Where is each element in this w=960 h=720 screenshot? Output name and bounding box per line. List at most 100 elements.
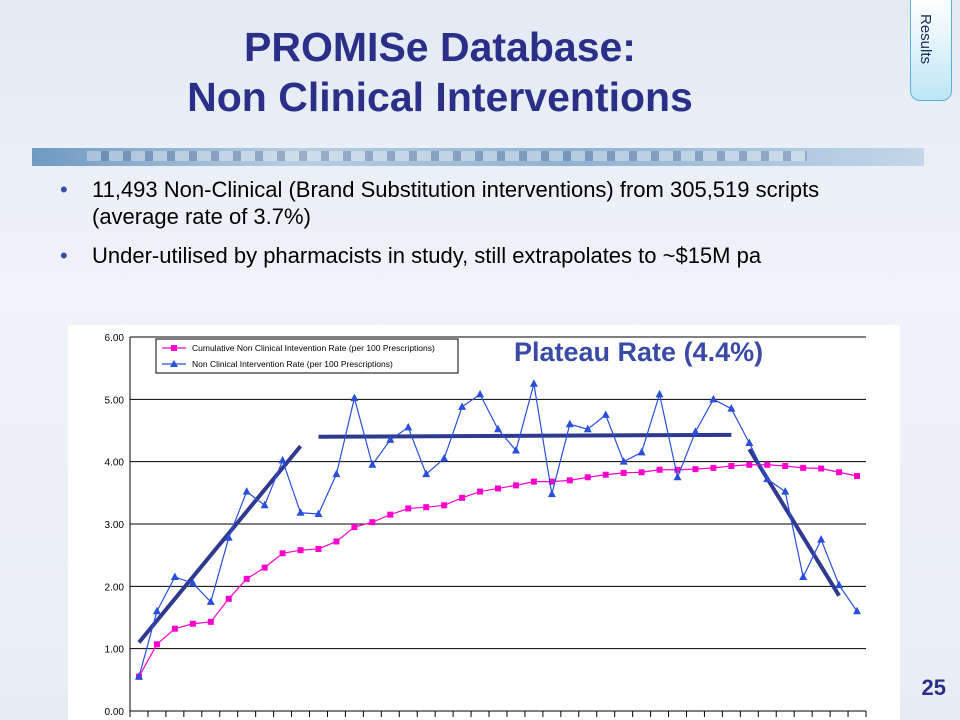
cumulative-rate-point bbox=[656, 466, 663, 473]
cumulative-rate-point bbox=[710, 464, 717, 471]
results-tab-label: Results bbox=[917, 14, 934, 65]
cumulative-rate-point bbox=[189, 620, 196, 627]
y-tick-label: 1.00 bbox=[105, 645, 125, 656]
intervention-rate-point bbox=[350, 393, 359, 402]
cumulative-rate-point bbox=[638, 469, 645, 476]
cumulative-rate-point bbox=[728, 463, 735, 470]
cumulative-rate-point bbox=[584, 474, 591, 481]
cumulative-rate-point bbox=[495, 485, 501, 492]
trend-line bbox=[137, 444, 303, 644]
intervention-rate-point bbox=[763, 474, 772, 483]
intervention-rate-point bbox=[547, 489, 556, 498]
intervention-rate-point bbox=[727, 404, 736, 412]
cumulative-rate-point bbox=[351, 524, 358, 531]
cumulative-rate-point bbox=[800, 464, 807, 471]
chart-svg: 0.00 1.00 2.00 3.00 4.00 5.00 6.00 Cumulative N… bbox=[105, 333, 867, 718]
intervention-rate-point bbox=[458, 402, 467, 410]
cumulative-rate-point bbox=[261, 564, 268, 571]
title-line-2: Non Clinical Interventions bbox=[187, 74, 693, 120]
page-number: 25 bbox=[921, 675, 946, 700]
intervention-rate-point bbox=[709, 394, 718, 403]
y-tick-label: 6.00 bbox=[105, 333, 125, 344]
y-tick-label: 3.00 bbox=[105, 520, 125, 531]
legend-label: Non Clinical Intervention Rate (per 100 … bbox=[192, 359, 393, 369]
cumulative-rate-point bbox=[333, 538, 340, 545]
cumulative-rate-point bbox=[279, 550, 286, 557]
legend-marker bbox=[170, 360, 178, 367]
bullet-item: Under-utilised by pharmacists in study, … bbox=[60, 242, 880, 269]
intervention-rate-point bbox=[404, 422, 413, 431]
intervention-rate-point bbox=[619, 457, 628, 465]
cumulative-rate-point bbox=[459, 494, 466, 501]
title-line-1: PROMISe Database: bbox=[244, 24, 636, 70]
cumulative-rate-point bbox=[441, 502, 448, 509]
cumulative-rate-point bbox=[530, 478, 537, 485]
intervention-rate-point bbox=[152, 606, 161, 615]
cumulative-rate-line bbox=[138, 464, 858, 678]
intervention-rate-point bbox=[583, 424, 592, 433]
cumulative-rate-point bbox=[836, 469, 843, 476]
intervention-rate-point bbox=[673, 472, 682, 481]
results-tab[interactable]: Results bbox=[910, 0, 952, 101]
cumulative-rate-point bbox=[620, 469, 627, 476]
cumulative-rate-point bbox=[782, 463, 789, 470]
y-tick-label: 4.00 bbox=[105, 458, 125, 469]
intervention-rate-point bbox=[296, 508, 305, 516]
intervention-rate-point bbox=[691, 427, 700, 435]
y-tick-label: 0.00 bbox=[105, 707, 125, 718]
cumulative-rate-point bbox=[387, 511, 394, 518]
intervention-rate-chart: 0.00 1.00 2.00 3.00 4.00 5.00 6.00 Cumulative N… bbox=[68, 325, 900, 720]
intervention-rate-point bbox=[601, 410, 610, 418]
intervention-rate-point bbox=[440, 454, 449, 462]
cumulative-rate-point bbox=[207, 618, 214, 625]
cumulative-rate-point bbox=[405, 505, 412, 512]
cumulative-rate-point bbox=[818, 465, 825, 472]
intervention-rate-point bbox=[799, 572, 808, 580]
cumulative-rate-point bbox=[153, 641, 160, 648]
intervention-rate-point bbox=[511, 445, 520, 454]
cumulative-rate-point bbox=[746, 461, 753, 468]
legend-marker bbox=[171, 345, 177, 351]
intervention-rate-point bbox=[314, 509, 323, 518]
intervention-rate-point bbox=[206, 597, 215, 605]
cumulative-rate-point bbox=[602, 471, 609, 478]
plateau-rate-annotation: Plateau Rate (4.4%) bbox=[514, 337, 764, 367]
cumulative-rate-point bbox=[692, 466, 699, 473]
cumulative-rate-point bbox=[315, 545, 322, 552]
y-tick-label: 2.00 bbox=[105, 582, 125, 593]
bullet-list: 11,493 Non-Clinical (Brand Substitution … bbox=[60, 176, 880, 281]
intervention-rate-point bbox=[745, 438, 754, 446]
intervention-rate-point bbox=[835, 580, 844, 589]
intervention-rate-point bbox=[494, 424, 502, 433]
cumulative-rate-point bbox=[297, 547, 304, 554]
cumulative-rate-point bbox=[369, 519, 376, 526]
intervention-rate-point bbox=[188, 578, 197, 587]
intervention-rate-point bbox=[853, 606, 862, 615]
y-tick-label: 5.00 bbox=[105, 395, 125, 406]
cumulative-rate-point bbox=[512, 482, 519, 489]
intervention-rate-point bbox=[368, 460, 377, 468]
cumulative-rate-point bbox=[674, 466, 681, 473]
cumulative-rate-point bbox=[171, 625, 178, 632]
intervention-rate-point bbox=[386, 435, 395, 443]
legend-box bbox=[155, 338, 459, 374]
cumulative-rate-point bbox=[477, 488, 484, 495]
intervention-rate-point bbox=[637, 447, 646, 456]
intervention-rate-point bbox=[242, 487, 251, 495]
cumulative-rate-point bbox=[548, 478, 555, 485]
intervention-rate-point bbox=[332, 469, 341, 478]
cumulative-rate-point bbox=[225, 595, 232, 602]
intervention-rate-point bbox=[260, 500, 269, 509]
intervention-rate-point bbox=[655, 389, 664, 398]
cumulative-rate-point bbox=[423, 504, 430, 511]
promise-banner bbox=[32, 148, 924, 166]
intervention-rate-point bbox=[781, 487, 790, 495]
cumulative-rate-point bbox=[243, 575, 250, 582]
intervention-rate-point bbox=[134, 672, 143, 680]
page-title: PROMISe Database: Non Clinical Intervent… bbox=[60, 22, 820, 122]
trend-line bbox=[318, 432, 732, 439]
cumulative-rate-point bbox=[566, 477, 573, 484]
intervention-rate-point bbox=[170, 572, 179, 580]
intervention-rate-point bbox=[278, 455, 287, 464]
intervention-rate-point bbox=[224, 533, 233, 541]
